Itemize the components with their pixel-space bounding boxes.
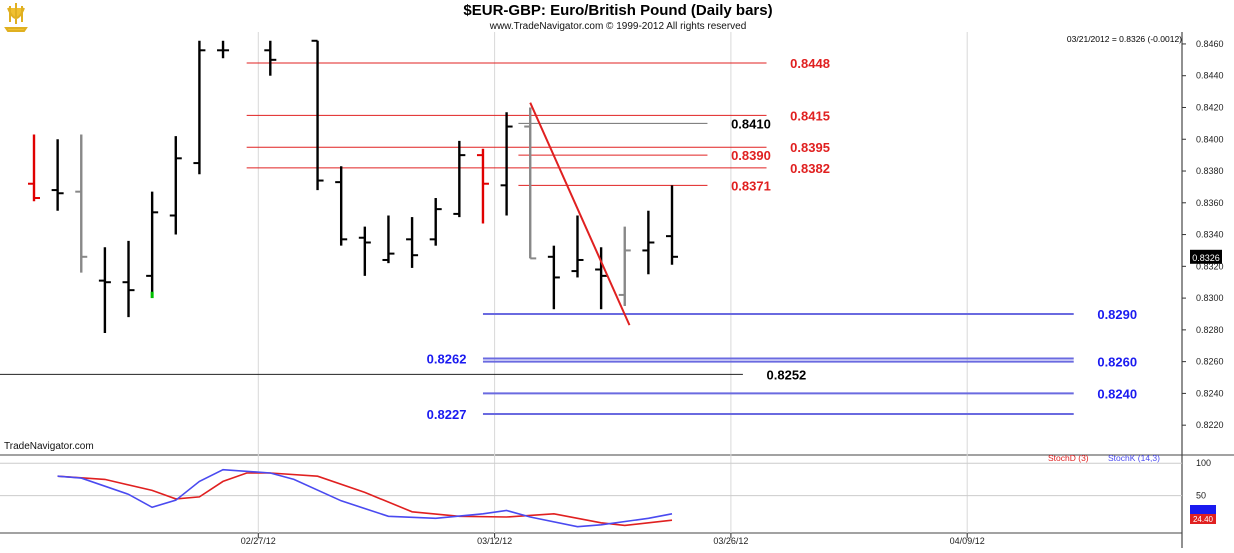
ohlc-bar: [476, 148, 489, 224]
ohlc-bar: [358, 226, 371, 276]
level-label: 0.8290: [1097, 307, 1137, 322]
price-tick-label: 0.8420: [1196, 102, 1224, 112]
stochk-legend-label: StochK (14,3): [1108, 453, 1160, 463]
date-tick-label: 03/26/12: [713, 536, 748, 546]
stoch-series-line: [57, 472, 673, 527]
chart-copyright: www.TradeNavigator.com © 1999-2012 All r…: [489, 21, 747, 32]
level-label: 0.8240: [1097, 386, 1137, 401]
ohlc-bar: [146, 191, 159, 295]
date-tick-label: 03/12/12: [477, 536, 512, 546]
stochastic-legend: StochD (3) StochK (14,3) 24.40: [1048, 453, 1216, 524]
last-price-box: [1190, 249, 1222, 264]
price-tick-label: 0.8340: [1196, 230, 1224, 240]
ohlc-bar: [193, 40, 206, 175]
horizontal-levels: 0.8448 0.8415 0.8410 0.8395 0.8390 0.8382 0.83…: [0, 56, 1137, 422]
stochastic-axis: 100 50: [0, 458, 1211, 501]
ohlc-bar: [571, 215, 584, 278]
ohlc-bar: [51, 139, 64, 211]
ohlc-bar: [311, 39, 324, 191]
level-label: 0.8395: [790, 140, 830, 155]
price-tick-label: 0.8300: [1196, 293, 1224, 303]
stochd-legend-label: StochD (3): [1048, 453, 1089, 463]
stoch-tick-label: 50: [1196, 491, 1206, 501]
ohlc-bar: [429, 198, 442, 246]
price-tick-label: 0.8400: [1196, 134, 1224, 144]
stoch-tick-label: 100: [1196, 458, 1211, 468]
ohlc-bar: [28, 134, 40, 202]
price-tick-label: 0.8260: [1196, 357, 1224, 367]
stoch-series-line: [57, 468, 673, 528]
chart-title: $EUR-GBP: Euro/British Pound (Daily bars…: [463, 2, 772, 19]
level-label: 0.8410: [731, 116, 771, 131]
level-label: 0.8262: [427, 351, 467, 366]
price-tick-label: 0.8360: [1196, 198, 1224, 208]
price-tick-label: 0.8460: [1196, 39, 1224, 49]
stochastic-lines: [57, 468, 673, 528]
ohlc-bar: [169, 136, 182, 235]
date-tick-label: 02/27/12: [241, 536, 276, 546]
ohlc-bar: [618, 226, 631, 307]
level-label: 0.8260: [1097, 355, 1137, 370]
trendline-segment: [529, 102, 631, 326]
ohlc-bar: [217, 40, 230, 59]
ohlc-bar: [595, 247, 608, 310]
ohlc-bar: [666, 185, 679, 265]
tradenavigator-watermark: TradeNavigator.com: [4, 441, 94, 452]
stochk-value-badge: [1190, 505, 1216, 514]
trendline: [529, 102, 631, 326]
price-tick-label: 0.8320: [1196, 261, 1224, 271]
level-label: 0.8448: [790, 56, 830, 71]
price-tick-label: 0.8280: [1196, 325, 1224, 335]
level-label: 0.8371: [731, 178, 771, 193]
date-gridlines: [257, 32, 968, 540]
level-label: 0.8227: [427, 407, 467, 422]
stochd-value-label: 24.40: [1193, 515, 1214, 524]
level-label: 0.8252: [767, 367, 807, 382]
level-label: 0.8415: [790, 108, 830, 123]
stochd-value-badge: [1190, 514, 1216, 524]
price-tick-label: 0.8380: [1196, 166, 1224, 176]
price-tick-label: 0.8240: [1196, 388, 1224, 398]
ohlc-bar: [264, 40, 277, 76]
ohlc-bars: [28, 39, 679, 334]
ohlc-bar: [122, 240, 135, 318]
price-tick-label: 0.8220: [1196, 420, 1224, 430]
last-price-marker: 0.8326: [1190, 249, 1222, 264]
ohlc-bar: [642, 210, 655, 275]
ohlc-bar: [335, 166, 348, 246]
level-label: 0.8382: [790, 161, 830, 176]
ohlc-bar: [75, 134, 88, 273]
trident-logo-icon: [4, 3, 28, 32]
ohlc-bar: [382, 215, 395, 264]
price-axis-ticks: 0.8460 0.8440 0.8420 0.8400 0.8380 0.8360 0.83…: [1182, 39, 1224, 430]
level-label: 0.8390: [731, 148, 771, 163]
date-tick-label: 04/09/12: [950, 536, 985, 546]
price-tick-label: 0.8440: [1196, 71, 1224, 81]
ohlc-bar: [524, 107, 537, 260]
ohlc-bar: [500, 112, 513, 216]
ohlc-bar: [547, 245, 560, 310]
ohlc-bar: [98, 247, 111, 334]
ohlc-bar: [453, 140, 466, 218]
date-axis-ticks: 02/27/12 03/12/12 03/26/12 04/09/12: [241, 533, 985, 546]
ohlc-bar: [406, 217, 419, 268]
last-bar-info: 03/21/2012 = 0.8326 (-0.0012): [1067, 34, 1182, 44]
last-price-label: 0.8326: [1192, 253, 1220, 263]
